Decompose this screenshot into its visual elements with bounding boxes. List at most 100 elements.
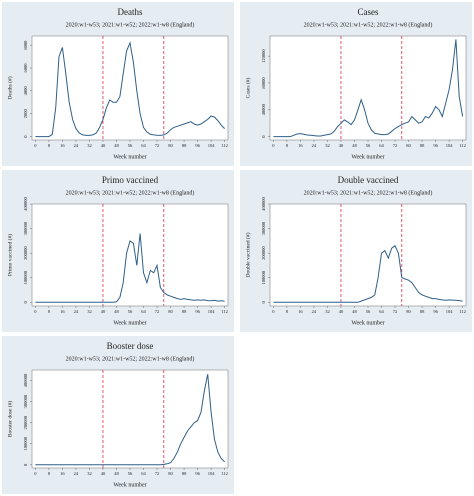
y-tick-label: 0 [261,135,266,138]
x-tick-label: 64 [141,471,146,476]
x-tick-label: 0 [34,471,37,476]
x-tick-label: 8 [286,143,289,148]
x-tick-label: 96 [195,471,200,476]
y-axis-label: Double vaccined (#) [244,232,251,277]
y-tick-label: 300000 [23,221,28,235]
y-axis-label: Deaths (#) [6,76,13,99]
x-tick-label: 72 [393,309,398,314]
x-tick-label: 112 [221,471,228,476]
x-tick-label: 104 [446,309,454,314]
y-tick-label: 8000 [23,40,28,50]
x-tick-label: 64 [379,309,384,314]
x-tick-label: 112 [221,309,228,314]
panel: Booster dose 2020:w1-w53; 2021:w1-w52; 20… [2,336,234,494]
y-tick-label: 100000 [23,270,28,284]
x-tick-label: 8 [48,309,51,314]
panel: Double vaccined 2020:w1-w53; 2021:w1-w52;… [240,170,472,332]
data-line [273,245,463,303]
x-axis-label: Week number [113,320,146,326]
chart-title: Double vaccined [338,175,399,185]
x-tick-label: 16 [60,309,65,314]
x-tick-label: 88 [420,143,425,148]
x-tick-label: 88 [182,309,187,314]
y-tick-label: 80000 [261,77,266,89]
x-tick-label: 24 [312,143,317,148]
x-tick-label: 16 [60,471,65,476]
chart-subtitle: 2020:w1-w53; 2021:w1-w52; 2022:w1-w8 (En… [66,21,195,28]
x-axis-label: Week number [351,154,384,160]
x-tick-label: 48 [114,471,119,476]
chart-subtitle: 2020:w1-w53; 2021:w1-w52; 2022:w1-w8 (En… [304,21,433,28]
x-tick-label: 24 [74,143,79,148]
x-tick-label: 80 [406,143,411,148]
x-tick-label: 40 [101,471,106,476]
x-tick-label: 32 [325,143,330,148]
x-tick-label: 24 [312,309,317,314]
panel: Cases 2020:w1-w53; 2021:w1-w52; 2022:w1-w… [240,2,472,166]
y-tick-label: 0 [23,463,28,466]
x-tick-label: 80 [168,143,173,148]
y-tick-label: 2000 [23,108,28,118]
y-tick-label: 0 [23,135,28,138]
x-tick-label: 56 [128,309,133,314]
data-line [273,39,464,138]
x-tick-label: 0 [272,309,275,314]
chart-subtitle: 2020:w1-w53; 2021:w1-w52; 2022:w1-w8 (En… [304,189,433,196]
x-tick-label: 72 [393,143,398,148]
x-tick-label: 24 [74,471,79,476]
chart-title: Booster dose [107,341,154,351]
y-tick-label: 400000 [261,197,266,211]
x-tick-label: 40 [339,143,344,148]
x-tick-label: 56 [366,309,371,314]
x-tick-label: 32 [87,309,92,314]
x-tick-label: 112 [221,143,228,148]
y-tick-label: 100000 [23,436,28,450]
x-tick-label: 48 [114,309,119,314]
y-tick-label: 0 [23,300,28,303]
x-tick-label: 48 [114,143,119,148]
chart-title: Primo vaccined [102,175,159,185]
y-tick-label: 120000 [261,49,266,63]
x-tick-label: 40 [339,309,344,314]
x-tick-label: 8 [48,143,51,148]
y-tick-label: 0 [261,300,266,303]
x-tick-label: 64 [141,309,146,314]
x-tick-label: 72 [155,309,160,314]
chart-title: Deaths [118,7,143,17]
y-tick-label: 100000 [261,270,266,284]
y-tick-label: 200000 [23,415,28,429]
x-tick-label: 16 [298,143,303,148]
x-tick-label: 88 [182,143,187,148]
x-tick-label: 80 [168,309,173,314]
x-tick-label: 104 [208,309,216,314]
x-tick-label: 80 [168,471,173,476]
x-tick-label: 32 [325,309,330,314]
x-axis-label: Week number [351,320,384,326]
x-tick-label: 56 [128,471,133,476]
panel: Primo vaccined 2020:w1-w53; 2021:w1-w52; … [2,170,234,332]
y-tick-label: 300000 [23,394,28,408]
chart-title: Cases [358,7,379,17]
x-tick-label: 8 [286,309,289,314]
x-tick-label: 56 [128,143,133,148]
x-tick-label: 16 [298,309,303,314]
y-tick-label: 6000 [23,63,28,73]
x-tick-label: 104 [208,471,216,476]
x-tick-label: 8 [48,471,51,476]
x-tick-label: 0 [272,143,275,148]
x-tick-label: 48 [352,143,357,148]
y-tick-label: 40000 [261,103,266,115]
x-tick-label: 40 [101,309,106,314]
x-tick-label: 80 [406,309,411,314]
x-tick-label: 32 [87,471,92,476]
x-tick-label: 64 [379,143,384,148]
x-axis-label: Week number [113,482,146,488]
y-axis-label: Primo vaccined (#) [6,234,13,276]
x-tick-label: 88 [182,471,187,476]
panel: Deaths 2020:w1-w53; 2021:w1-w52; 2022:w1-… [2,2,234,166]
plot-area [269,35,467,141]
y-tick-label: 300000 [261,221,266,235]
y-tick-label: 200000 [23,246,28,260]
x-tick-label: 0 [34,143,37,148]
plot-area [31,35,229,141]
